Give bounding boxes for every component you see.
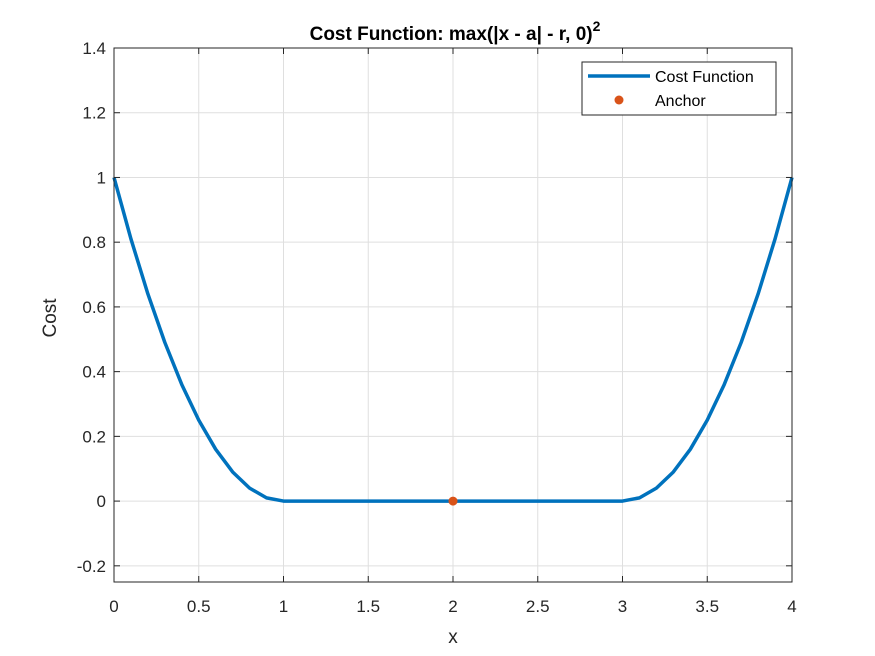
x-tick-label: 4: [787, 597, 796, 616]
x-tick-label: 3: [618, 597, 627, 616]
x-tick-label: 1.5: [356, 597, 380, 616]
x-tick-label: 0: [109, 597, 118, 616]
legend-box: [581, 61, 777, 116]
y-tick-label: 0.8: [82, 233, 106, 252]
legend-marker-anchor: [614, 95, 624, 105]
y-axis-label: Cost: [40, 298, 61, 338]
y-tick-label: 0.4: [82, 363, 106, 382]
x-tick-label: 0.5: [187, 597, 211, 616]
x-axis-label: x: [448, 627, 458, 648]
x-tick-label: 1: [279, 597, 288, 616]
y-tick-label: 1: [97, 168, 106, 187]
x-tick-label: 3.5: [695, 597, 719, 616]
legend-label-anchor: Anchor: [655, 93, 706, 110]
y-tick-label: 0: [97, 492, 106, 511]
y-tick-label: 0.2: [82, 427, 106, 446]
y-ticks: -0.2 0 0.2 0.4 0.6 0.8 1 1.2 1.4: [77, 39, 792, 576]
x-tick-label: 2: [448, 597, 457, 616]
plot-area: [112, 176, 794, 506]
x-tick-label: 2.5: [526, 597, 550, 616]
legend-label-cost-function: Cost Function: [655, 69, 754, 86]
y-tick-label: 1.4: [82, 39, 106, 58]
legend: Cost Function Anchor: [581, 61, 777, 116]
marker-anchor: [448, 496, 458, 506]
y-tick-label: -0.2: [77, 557, 106, 576]
chart-title: Cost Function: max(|x - a| - r, 0)2: [310, 18, 601, 45]
x-ticks: 0 0.5 1 1.5 2 2.5 3 3.5 4: [109, 48, 797, 616]
y-tick-label: 0.6: [82, 298, 106, 317]
y-tick-label: 1.2: [82, 104, 106, 123]
